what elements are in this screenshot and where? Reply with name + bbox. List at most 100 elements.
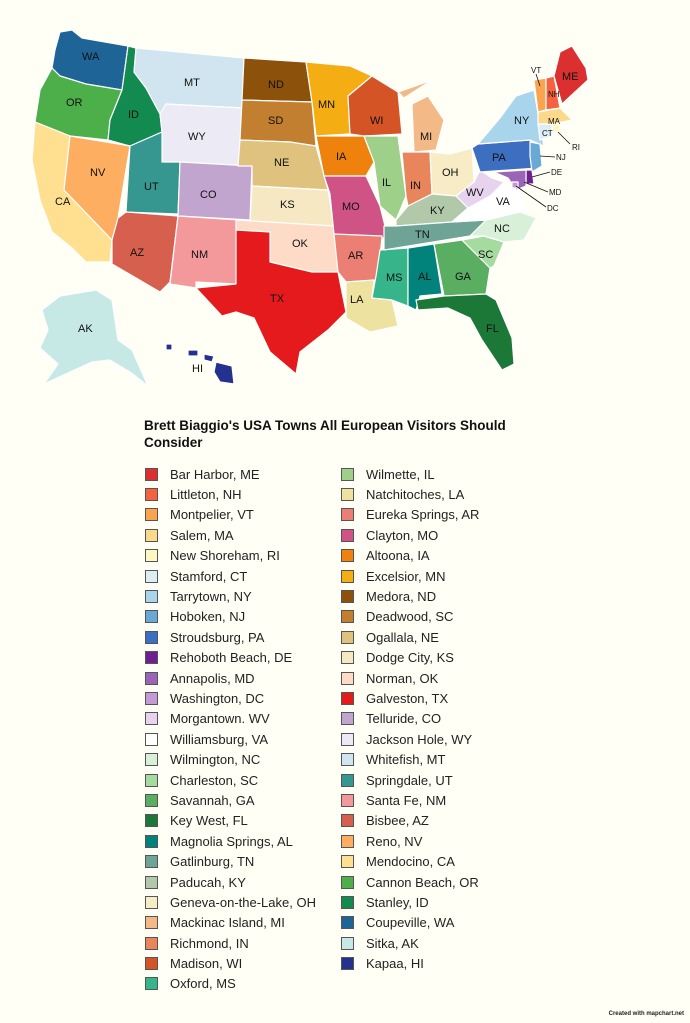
state-NY xyxy=(477,89,545,147)
state-HI xyxy=(165,343,235,385)
legend-item: Mendocino, CA xyxy=(341,851,479,871)
leader-line-MD xyxy=(523,181,549,193)
legend-label: Wilmington, NC xyxy=(170,752,261,768)
legend-item: Mackinac Island, MI xyxy=(145,913,316,933)
legend-item: Bisbee, AZ xyxy=(341,811,479,831)
legend-swatch xyxy=(341,895,354,909)
legend-item: Tarrytown, NY xyxy=(145,586,316,606)
state-MA xyxy=(537,107,573,125)
legend-label: Dodge City, KS xyxy=(366,650,454,666)
legend-swatch xyxy=(341,508,354,522)
legend-label: Madison, WI xyxy=(170,956,243,972)
legend-item: Telluride, CO xyxy=(341,709,479,729)
legend-item: Altoona, IA xyxy=(341,546,479,566)
state-label-WV: WV xyxy=(466,187,484,199)
legend-label: Clayton, MO xyxy=(366,527,439,543)
legend-item: Reno, NV xyxy=(341,831,479,851)
legend-swatch xyxy=(341,834,354,848)
legend-swatch xyxy=(341,528,354,542)
legend-item: Bar Harbor, ME xyxy=(145,464,316,484)
state-label-MD: MD xyxy=(549,188,562,197)
state-label-ND: ND xyxy=(268,79,284,91)
legend-item: Sitka, AK xyxy=(341,933,479,953)
state-label-NJ: NJ xyxy=(556,153,566,162)
state-label-KY: KY xyxy=(430,205,445,217)
state-label-DC: DC xyxy=(547,204,559,213)
legend-label: Whitefish, MT xyxy=(366,752,446,768)
state-label-NC: NC xyxy=(494,223,510,235)
legend-swatch xyxy=(145,916,158,930)
legend-item: Magnolia Springs, AL xyxy=(145,831,316,851)
state-label-IN: IN xyxy=(410,180,421,192)
usa-map: WA OR CA NV ID MT WY UT CO AZ NM ND SD N… xyxy=(31,29,589,387)
legend-item: Stanley, ID xyxy=(341,892,479,912)
legend-swatch xyxy=(145,508,158,522)
state-FL xyxy=(415,293,515,371)
legend-label: Santa Fe, NM xyxy=(366,792,447,808)
legend-label: Norman, OK xyxy=(366,670,439,686)
legend-item: Montpelier, VT xyxy=(145,505,316,525)
state-label-DE: DE xyxy=(551,168,562,177)
legend-label: Bar Harbor, ME xyxy=(170,466,260,482)
state-label-RI: RI xyxy=(572,143,580,152)
legend-label: Wilmette, IL xyxy=(366,466,435,482)
legend-item: Coupeville, WA xyxy=(341,913,479,933)
state-label-NE: NE xyxy=(274,157,289,169)
leader-line-RI xyxy=(557,131,571,145)
leader-line-VT xyxy=(535,73,541,87)
legend-column-2: Wilmette, IL Natchitoches, LA Eureka Sprin… xyxy=(341,464,479,974)
state-AZ xyxy=(111,211,179,293)
state-label-CO: CO xyxy=(200,189,217,201)
state-label-OR: OR xyxy=(66,97,83,109)
legend-swatch xyxy=(145,610,158,624)
state-label-LA: LA xyxy=(350,294,364,306)
legend-swatch xyxy=(341,569,354,583)
state-WI xyxy=(347,75,403,137)
state-label-VA: VA xyxy=(496,196,511,208)
legend-item: Whitefish, MT xyxy=(341,749,479,769)
legend-label: Hoboken, NJ xyxy=(170,609,246,625)
legend-item: Santa Fe, NM xyxy=(341,790,479,810)
state-label-IL: IL xyxy=(382,177,391,189)
legend-item: Deadwood, SC xyxy=(341,607,479,627)
legend-label: Charleston, SC xyxy=(170,772,259,788)
legend-label: Savannah, GA xyxy=(170,792,255,808)
legend-label: Morgantown. WV xyxy=(170,711,270,727)
state-label-AZ: AZ xyxy=(130,247,144,259)
legend-item: Paducah, KY xyxy=(145,872,316,892)
legend-item: Cannon Beach, OR xyxy=(341,872,479,892)
state-label-MS: MS xyxy=(386,272,403,284)
legend-swatch xyxy=(145,671,158,685)
legend-label: Natchitoches, LA xyxy=(366,487,465,503)
legend-item: Wilmette, IL xyxy=(341,464,479,484)
state-label-UT: UT xyxy=(144,181,159,193)
legend-item: New Shoreham, RI xyxy=(145,546,316,566)
state-label-CT: CT xyxy=(542,129,553,138)
legend-swatch xyxy=(341,467,354,481)
legend-swatch xyxy=(341,712,354,726)
legend-item: Annapolis, MD xyxy=(145,668,316,688)
legend-swatch xyxy=(145,590,158,604)
state-label-MO: MO xyxy=(342,201,360,213)
state-label-KS: KS xyxy=(280,199,295,211)
state-label-IA: IA xyxy=(336,151,347,163)
legend-swatch xyxy=(145,855,158,869)
legend-label: Key West, FL xyxy=(170,813,248,829)
state-label-VT: VT xyxy=(531,66,541,75)
legend-label: Washington, DC xyxy=(170,690,265,706)
legend-label: Rehoboth Beach, DE xyxy=(170,650,293,666)
legend-swatch xyxy=(145,569,158,583)
legend-item: Stroudsburg, PA xyxy=(145,627,316,647)
state-label-CA: CA xyxy=(55,196,71,208)
state-IA xyxy=(315,135,375,177)
legend-item: Dodge City, KS xyxy=(341,648,479,668)
legend-swatch xyxy=(145,691,158,705)
state-NJ xyxy=(529,141,543,173)
state-label-MT: MT xyxy=(184,77,200,89)
legend-swatch xyxy=(341,936,354,950)
state-LA xyxy=(345,279,399,333)
legend-label: Bisbee, AZ xyxy=(366,813,429,829)
legend-swatch xyxy=(341,916,354,930)
leader-line-DC xyxy=(515,185,547,208)
legend-swatch xyxy=(341,855,354,869)
